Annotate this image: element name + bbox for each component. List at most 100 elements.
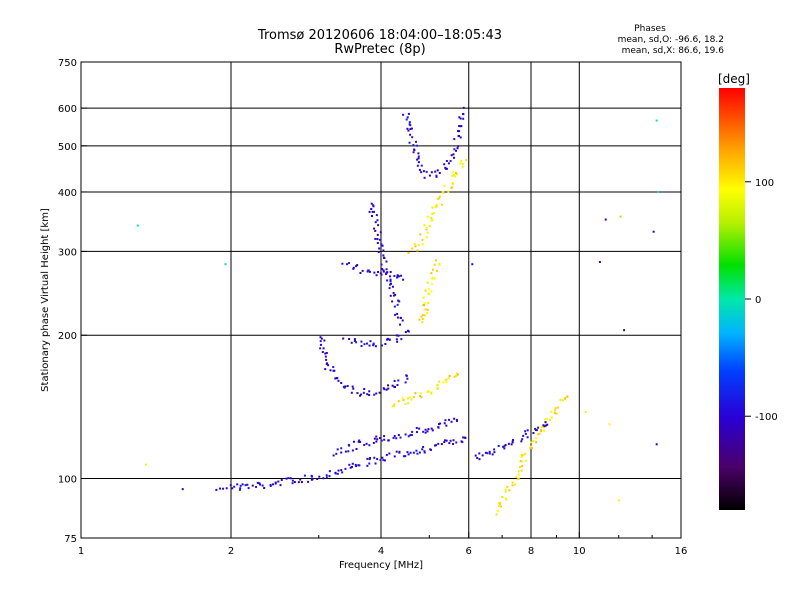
data-point [463,436,466,439]
data-point [534,427,537,430]
data-point [382,459,385,462]
data-point [655,119,658,122]
data-point [417,152,420,155]
data-point [261,484,264,487]
grid-lines [81,62,681,538]
data-point [358,439,361,442]
data-point [372,204,375,207]
colorbar-label: [deg] [718,72,750,86]
data-point [426,390,429,393]
data-point [372,344,375,347]
data-point [247,487,250,490]
data-point [374,462,377,465]
data-point [434,170,437,173]
data-point [373,456,376,459]
data-point [544,418,547,421]
data-point [427,428,430,431]
data-point [349,466,352,469]
data-point [366,464,369,467]
data-point [334,377,337,380]
data-point [360,340,363,343]
data-point [419,394,422,397]
data-point [380,439,383,442]
data-point [374,345,377,348]
data-point [540,429,543,432]
data-point [244,484,247,487]
data-point [318,475,321,478]
data-point [366,457,369,460]
data-point [478,458,481,461]
data-point [368,458,371,461]
data-point [471,263,474,266]
data-point [274,481,277,484]
data-point [652,230,655,233]
data-points [136,106,660,516]
data-point [416,158,419,161]
data-point [279,484,282,487]
data-point [389,280,392,283]
data-point [453,375,456,378]
data-point [357,440,360,443]
data-point [251,484,254,487]
data-point [452,439,455,442]
data-point [368,462,371,465]
data-point [351,462,354,465]
data-point [529,446,532,449]
data-point [321,351,324,354]
data-point [503,447,506,450]
data-point [332,454,335,457]
data-point [443,163,446,166]
data-point [391,285,394,288]
data-point [566,395,569,398]
data-point [258,482,261,485]
data-point [505,498,508,501]
data-point [307,480,310,483]
data-point [497,444,500,447]
data-point [389,278,392,281]
data-point [444,166,447,169]
data-point [436,386,439,389]
data-point [526,436,529,439]
data-point [326,362,329,365]
data-point [406,377,409,380]
data-point [341,471,344,474]
data-point [411,247,414,250]
data-point [434,205,437,208]
data-point [407,435,410,438]
data-point [378,391,381,394]
data-point [389,270,392,273]
data-point [425,170,428,173]
data-point [374,221,377,224]
data-point [522,434,525,437]
data-point [402,455,405,458]
colorbar-tick-label: -100 [755,412,778,423]
data-point [401,319,404,322]
data-point [263,487,266,490]
data-point [443,422,446,425]
data-point [322,477,325,480]
data-point [445,159,448,162]
data-point [410,433,413,436]
data-point [376,238,379,241]
data-point [311,478,314,481]
data-point [507,442,510,445]
data-point [372,441,375,444]
data-point [347,450,350,453]
data-point [443,184,446,187]
data-point [361,269,364,272]
data-point [452,442,455,445]
data-point [431,277,434,280]
data-point [346,384,349,387]
data-point [383,388,386,391]
x-tick-label: 8 [528,546,534,557]
data-point [488,452,491,455]
data-point [521,465,524,468]
data-point [395,338,398,341]
data-point [419,391,422,394]
data-point [415,427,418,430]
colorbar-tick-label: 100 [755,178,774,189]
data-point [495,513,498,516]
data-point [478,452,481,455]
data-point [400,274,403,277]
